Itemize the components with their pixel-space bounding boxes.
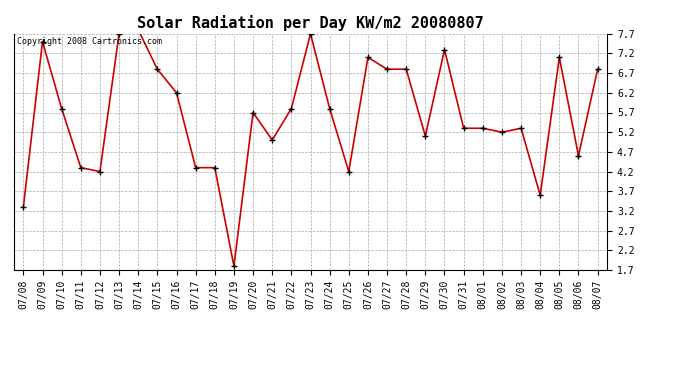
Text: Copyright 2008 Cartronics.com: Copyright 2008 Cartronics.com	[17, 37, 161, 46]
Title: Solar Radiation per Day KW/m2 20080807: Solar Radiation per Day KW/m2 20080807	[137, 15, 484, 31]
